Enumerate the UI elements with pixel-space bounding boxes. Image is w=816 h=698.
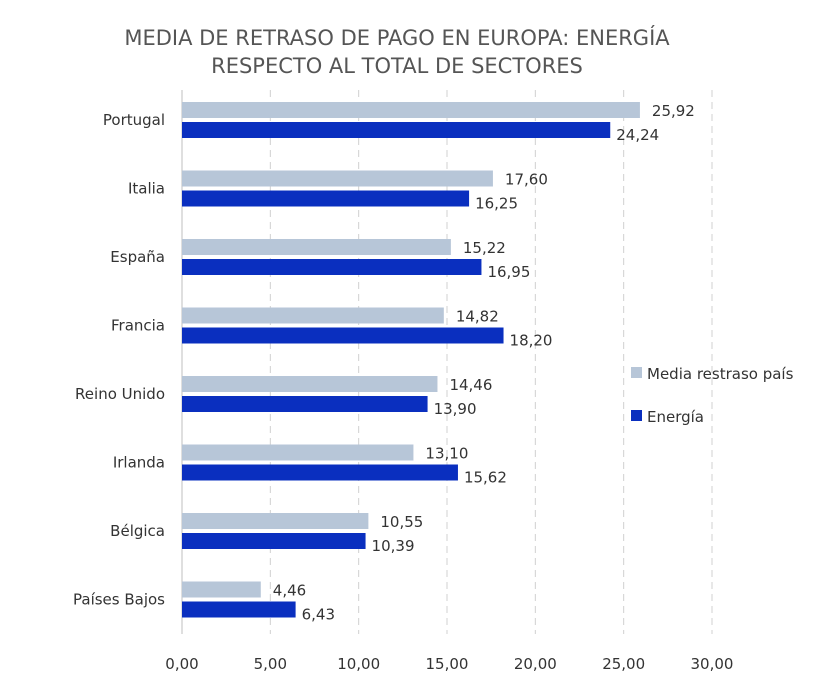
data-label: 25,92 — [652, 102, 695, 120]
category-label: Portugal — [103, 111, 165, 129]
data-label: 15,62 — [464, 469, 507, 487]
data-label: 13,90 — [434, 400, 477, 418]
chart-title-line-1: MEDIA DE RETRASO DE PAGO EN EUROPA: ENER… — [124, 25, 670, 50]
data-label: 15,22 — [463, 239, 506, 257]
data-label: 6,43 — [302, 606, 335, 624]
chart-title-line-2: RESPECTO AL TOTAL DE SECTORES — [211, 54, 583, 78]
x-tick-label: 10,00 — [337, 655, 380, 673]
bar-media-pais — [182, 239, 451, 255]
data-label: 10,55 — [380, 513, 423, 531]
category-label: Irlanda — [113, 454, 165, 472]
bar-media-pais — [182, 170, 493, 187]
x-tick-label: 0,00 — [165, 655, 198, 673]
bar-media-pais — [182, 376, 438, 392]
bar-energia — [182, 396, 428, 412]
data-label: 16,25 — [475, 195, 518, 213]
bar-energia — [182, 464, 458, 481]
bar-media-pais — [182, 444, 414, 461]
category-label: Reino Unido — [75, 385, 165, 403]
data-label: 14,46 — [449, 376, 492, 394]
x-tick-label: 5,00 — [254, 655, 287, 673]
x-tick-label: 25,00 — [602, 655, 645, 673]
x-tick-label: 30,00 — [691, 655, 734, 673]
x-tick-label: 15,00 — [426, 655, 469, 673]
category-label: Italia — [128, 180, 165, 198]
bar-energia — [182, 533, 366, 549]
category-label: España — [110, 248, 165, 266]
data-label: 10,39 — [372, 537, 415, 555]
data-label: 4,46 — [273, 582, 306, 600]
bar-media-pais — [182, 581, 261, 598]
legend-label: Energía — [647, 408, 704, 426]
legend-swatch — [631, 367, 642, 378]
bar-media-pais — [182, 307, 444, 324]
category-label: Francia — [111, 317, 165, 335]
category-label: Bélgica — [110, 522, 165, 540]
bar-energia — [182, 601, 296, 618]
bar-energia — [182, 259, 482, 275]
bar-energia — [182, 122, 611, 138]
legend-label: Media restraso país — [647, 365, 794, 383]
bars: Portugal 25,92 24,24 Italia 17,60 16,25 España… — [73, 102, 695, 624]
data-label: 16,95 — [487, 263, 530, 281]
bar-energia — [182, 327, 504, 344]
x-tick-label: 20,00 — [514, 655, 557, 673]
data-label: 13,10 — [425, 445, 468, 463]
x-axis-ticks: 0,00 5,00 10,00 15,00 20,00 25,00 30,00 — [165, 655, 733, 673]
data-label: 24,24 — [616, 126, 659, 144]
data-label: 17,60 — [505, 171, 548, 189]
bar-media-pais — [182, 102, 640, 118]
bar-energia — [182, 190, 470, 207]
data-label: 14,82 — [456, 308, 499, 326]
category-label: Países Bajos — [73, 591, 165, 609]
legend: Media restraso país Energía — [631, 365, 794, 426]
legend-swatch — [631, 410, 642, 421]
data-label: 18,20 — [510, 332, 553, 350]
bar-media-pais — [182, 513, 369, 529]
